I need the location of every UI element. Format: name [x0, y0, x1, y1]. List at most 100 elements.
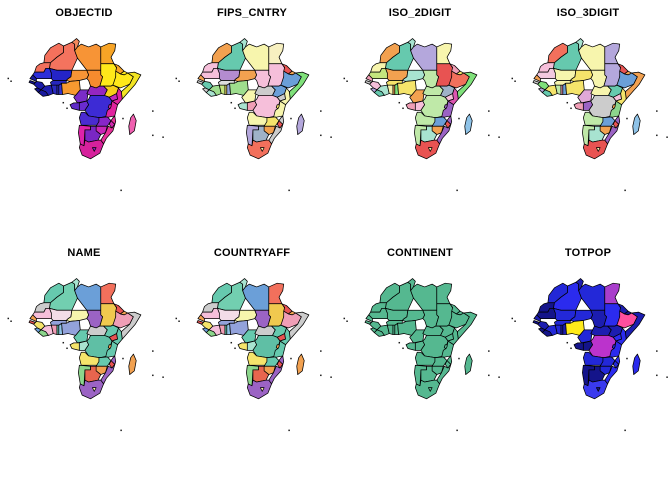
panel-title: CONTINENT — [387, 247, 453, 259]
island-sao-tome — [66, 347, 68, 350]
country-lesotho — [260, 147, 265, 152]
country-burkina-faso — [554, 320, 571, 326]
panel-countryaff: COUNTRYAFF — [168, 240, 336, 480]
island-marion-island — [624, 189, 626, 192]
country-burkina-faso — [50, 80, 67, 86]
island-reunion — [330, 376, 332, 378]
island-mauritius — [488, 374, 490, 377]
africa-map — [175, 38, 332, 192]
island-mauritius — [320, 134, 322, 137]
country-burkina-faso — [218, 320, 235, 326]
country-burkina-faso — [50, 320, 67, 326]
country-egypt — [604, 282, 621, 305]
country-libya — [242, 283, 270, 311]
island-comoros — [626, 357, 628, 360]
island-comoros — [290, 357, 292, 360]
country-car — [254, 85, 276, 96]
country-madagascar — [632, 353, 641, 375]
island-sao-tome — [402, 347, 404, 350]
island-cape-verde-a — [175, 77, 178, 80]
island-comoros — [122, 357, 124, 360]
island-mauritius — [152, 374, 154, 377]
country-gabon — [405, 342, 416, 351]
country-kenya — [111, 87, 123, 106]
country-kenya — [447, 87, 459, 106]
island-marion-island — [288, 429, 290, 432]
panel-title: COUNTRYAFF — [213, 247, 291, 259]
island-principe — [230, 341, 233, 344]
island-principe — [62, 101, 65, 104]
country-libya — [242, 43, 270, 71]
africa-map — [7, 38, 164, 192]
country-tanzania — [273, 100, 286, 119]
africa-map — [511, 38, 668, 192]
island-marion-island — [624, 429, 626, 432]
country-burkina-faso — [386, 80, 403, 86]
africa-map — [511, 278, 668, 432]
country-tanzania — [105, 100, 118, 119]
island-comoros — [122, 117, 124, 120]
island-sao-tome — [234, 347, 236, 350]
country-lesotho — [428, 387, 433, 392]
country-madagascar — [296, 113, 305, 135]
island-reunion — [666, 136, 668, 138]
country-south-africa — [78, 139, 104, 160]
island-marion-island — [120, 429, 122, 432]
island-cape-verde-a — [7, 317, 10, 320]
island-seychelles — [656, 110, 658, 112]
country-lesotho — [92, 387, 97, 392]
panel-continent: CONTINENT — [336, 240, 504, 480]
island-cape-verde-b — [346, 80, 348, 82]
country-gabon — [69, 342, 80, 351]
country-gabon — [237, 342, 248, 351]
country-gabon — [69, 102, 80, 111]
country-egypt — [436, 282, 453, 305]
island-reunion — [162, 376, 164, 378]
country-lesotho — [596, 147, 601, 152]
island-principe — [398, 341, 401, 344]
panel-title: ISO_3DIGIT — [556, 7, 620, 19]
country-libya — [578, 43, 606, 71]
island-cape-verde-a — [343, 317, 346, 320]
island-mauritius — [320, 374, 322, 377]
island-cape-verde-b — [178, 80, 180, 82]
island-reunion — [330, 136, 332, 138]
island-sao-tome — [570, 107, 572, 110]
island-seychelles — [656, 350, 658, 352]
island-sao-tome — [402, 107, 404, 110]
country-kenya — [279, 87, 291, 106]
country-egypt — [100, 42, 117, 65]
country-libya — [578, 283, 606, 311]
country-libya — [410, 283, 438, 311]
country-tanzania — [105, 340, 118, 359]
island-cape-verde-b — [514, 80, 516, 82]
island-mauritius — [656, 134, 658, 137]
panel-title: FIPS_CNTRY — [216, 7, 288, 19]
island-cape-verde-b — [10, 80, 12, 82]
country-car — [590, 85, 612, 96]
country-madagascar — [128, 113, 137, 135]
country-gabon — [573, 342, 584, 351]
island-sao-tome — [234, 107, 236, 110]
country-lesotho — [596, 387, 601, 392]
country-south-africa — [582, 379, 608, 400]
island-cape-verde-b — [514, 320, 516, 322]
country-south-africa — [582, 139, 608, 160]
panel-iso-2digit: ISO_2DIGIT — [336, 0, 504, 240]
island-seychelles — [152, 350, 154, 352]
country-kenya — [111, 327, 123, 346]
country-libya — [74, 283, 102, 311]
country-egypt — [436, 42, 453, 65]
island-reunion — [498, 376, 500, 378]
island-cape-verde-b — [178, 320, 180, 322]
island-principe — [62, 341, 65, 344]
country-egypt — [268, 282, 285, 305]
island-cape-verde-b — [346, 320, 348, 322]
panel-objectid: OBJECTID — [0, 0, 168, 240]
island-seychelles — [320, 350, 322, 352]
country-burkina-faso — [386, 320, 403, 326]
island-seychelles — [488, 110, 490, 112]
country-gabon — [405, 102, 416, 111]
africa-map — [343, 38, 500, 192]
